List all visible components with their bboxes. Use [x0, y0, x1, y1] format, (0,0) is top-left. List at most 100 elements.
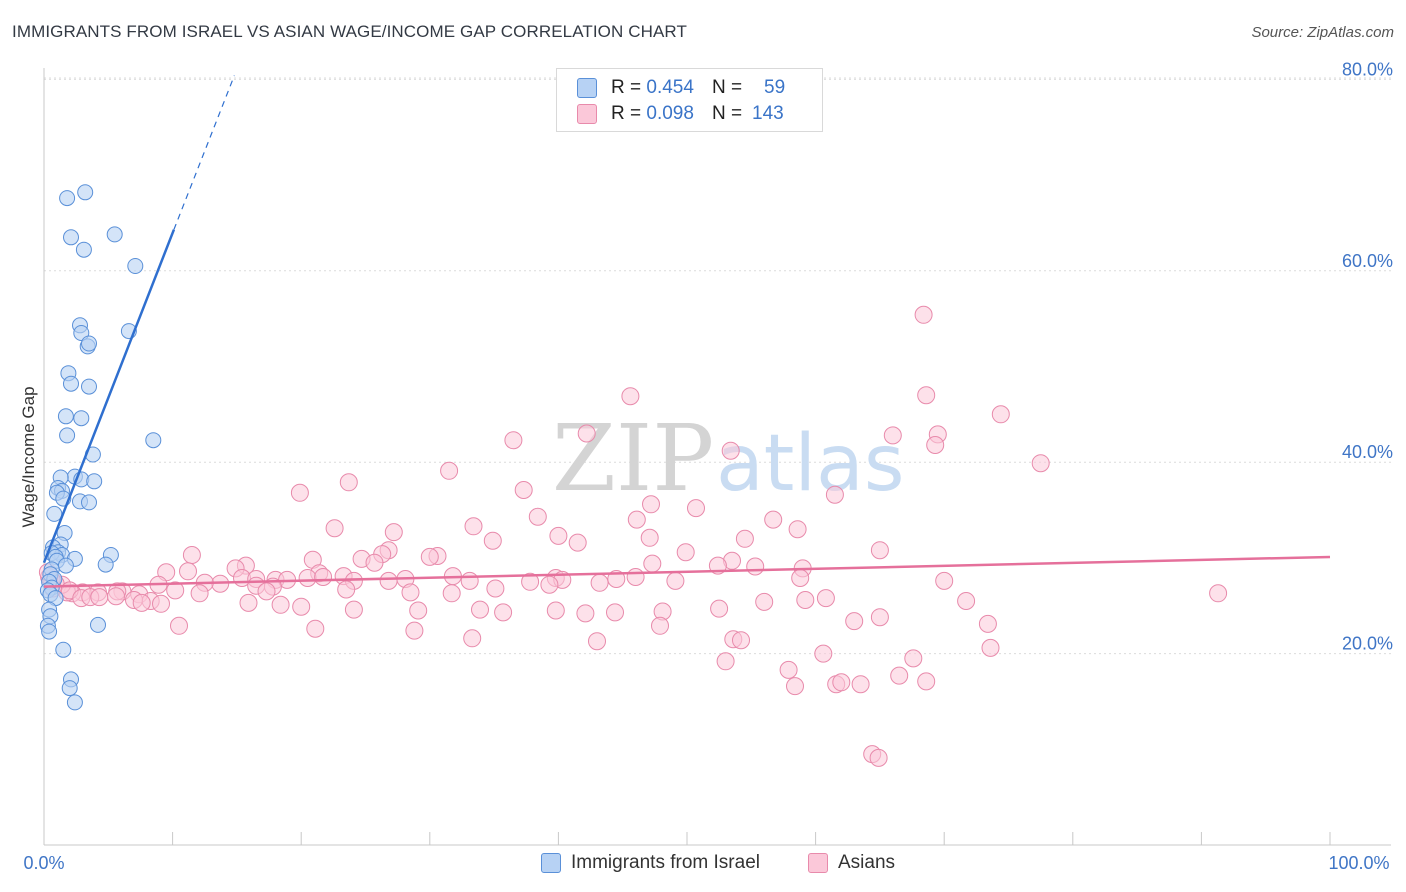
asians-point[interactable] [166, 581, 185, 600]
asians-point[interactable] [869, 748, 888, 767]
asians-point[interactable] [640, 528, 659, 547]
asians-point[interactable] [791, 569, 810, 587]
asians-point[interactable] [935, 571, 954, 590]
asians-point[interactable] [337, 580, 356, 599]
asians-point[interactable] [621, 387, 640, 406]
asians-point[interactable] [786, 677, 804, 696]
asians-point[interactable] [528, 507, 547, 526]
asians-point[interactable] [483, 531, 502, 550]
asians-point[interactable] [379, 571, 398, 590]
asians-point[interactable] [957, 592, 976, 610]
israel-point[interactable] [57, 557, 74, 574]
asians-point[interactable] [746, 557, 765, 576]
asians-point[interactable] [676, 543, 695, 562]
asians-point[interactable] [290, 483, 309, 502]
asians-point[interactable] [325, 519, 344, 538]
legend-item-asians[interactable]: Asians [808, 852, 895, 874]
asians-point[interactable] [409, 601, 428, 620]
asians-point[interactable] [814, 644, 833, 663]
israel-point[interactable] [59, 427, 76, 444]
asians-point[interactable] [926, 436, 945, 454]
asians-point[interactable] [521, 572, 540, 591]
asians-point[interactable] [471, 600, 489, 619]
asians-point[interactable] [870, 608, 889, 627]
asians-point[interactable] [152, 594, 170, 613]
asians-point[interactable] [494, 603, 513, 622]
israel-point[interactable] [106, 226, 123, 243]
asians-point[interactable] [306, 619, 325, 638]
asians-point[interactable] [546, 601, 565, 620]
asians-point[interactable] [576, 604, 595, 623]
israel-point[interactable] [46, 505, 63, 522]
asians-point[interactable] [788, 520, 807, 539]
asians-point[interactable] [549, 526, 568, 545]
asians-point[interactable] [405, 621, 424, 640]
asians-point[interactable] [257, 582, 276, 601]
asians-point[interactable] [627, 510, 646, 529]
asians-point[interactable] [514, 481, 533, 499]
asians-point[interactable] [755, 592, 774, 611]
asians-point[interactable] [870, 541, 889, 560]
asians-point[interactable] [182, 546, 201, 564]
israel-point[interactable] [73, 410, 90, 427]
asians-point[interactable] [642, 495, 660, 514]
asians-point[interactable] [344, 600, 363, 619]
asians-point[interactable] [643, 554, 662, 573]
asians-point[interactable] [914, 305, 933, 324]
asians-point[interactable] [540, 575, 559, 594]
asians-point[interactable] [732, 631, 750, 650]
israel-point[interactable] [61, 680, 78, 697]
asians-point[interactable] [568, 533, 587, 552]
israel-point[interactable] [75, 241, 92, 258]
asians-point[interactable] [271, 595, 290, 614]
asians-point[interactable] [401, 583, 420, 602]
israel-point[interactable] [127, 258, 144, 274]
israel-point[interactable] [81, 494, 97, 511]
legend-item-israel[interactable]: Immigrants from Israel [541, 852, 760, 874]
asians-point[interactable] [440, 461, 459, 480]
asians-point[interactable] [851, 675, 870, 694]
israel-point[interactable] [55, 641, 72, 658]
asians-point[interactable] [170, 616, 188, 635]
asians-point[interactable] [626, 568, 645, 586]
asians-point[interactable] [442, 584, 461, 603]
asians-point[interactable] [179, 562, 197, 581]
asians-point[interactable] [716, 652, 735, 671]
asians-point[interactable] [486, 579, 505, 598]
asians-point[interactable] [981, 638, 1000, 657]
asians-point[interactable] [978, 614, 997, 633]
israel-point[interactable] [81, 335, 97, 352]
asians-point[interactable] [666, 571, 685, 590]
asians-point[interactable] [464, 517, 483, 536]
asians-point[interactable] [845, 612, 864, 631]
asians-point[interactable] [588, 632, 606, 651]
asians-point[interactable] [606, 603, 624, 622]
asians-point[interactable] [577, 424, 596, 443]
asians-point[interactable] [710, 599, 729, 618]
asians-point[interactable] [917, 386, 936, 405]
asians-point[interactable] [917, 672, 936, 691]
asians-point[interactable] [590, 573, 609, 592]
asians-point[interactable] [298, 569, 317, 587]
asians-point[interactable] [292, 597, 311, 616]
asians-point[interactable] [314, 568, 333, 586]
asians-point[interactable] [904, 649, 923, 668]
asians-point[interactable] [721, 441, 740, 460]
israel-point[interactable] [90, 616, 106, 633]
israel-point[interactable] [145, 432, 162, 449]
asians-point[interactable] [816, 589, 835, 608]
asians-point[interactable] [832, 673, 851, 692]
israel-point[interactable] [63, 375, 79, 392]
asians-point[interactable] [796, 591, 815, 609]
israel-point[interactable] [66, 694, 83, 711]
asians-point[interactable] [460, 571, 479, 590]
israel-point[interactable] [77, 184, 94, 201]
asians-point[interactable] [825, 485, 844, 504]
asians-point[interactable] [339, 473, 358, 492]
asians-point[interactable] [991, 405, 1010, 424]
asians-point[interactable] [883, 426, 902, 445]
israel-point[interactable] [63, 229, 79, 246]
israel-point[interactable] [57, 408, 74, 425]
asians-point[interactable] [651, 616, 669, 635]
asians-point[interactable] [90, 588, 109, 607]
